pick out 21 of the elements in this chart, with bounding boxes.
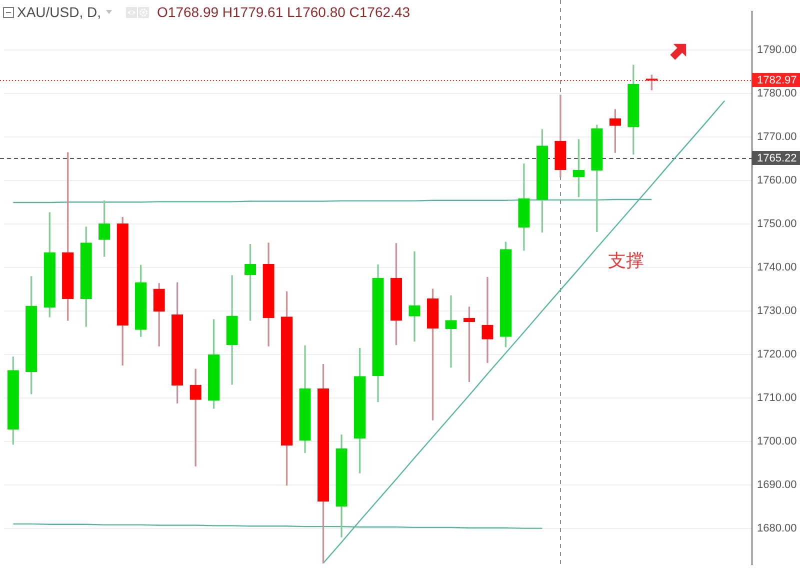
candlestick	[408, 251, 420, 342]
y-tick-label: 1720.00	[757, 348, 797, 360]
y-tick-label: 1750.00	[757, 218, 797, 230]
ref-line-label: 1765.22	[757, 152, 797, 165]
y-tick-label: 1780.00	[757, 87, 797, 100]
y-tick-label: 1740.00	[757, 261, 797, 274]
y-tick-label: 1690.00	[757, 478, 797, 491]
y-tick-label: 1700.00	[757, 435, 797, 448]
annotation: 支撑	[608, 250, 644, 272]
candlestick	[482, 277, 494, 363]
y-tick-label: 1770.00	[757, 130, 797, 143]
candlestick	[445, 295, 457, 368]
chart-subtitle: O1768.99 H1779.61 L1760.80 C1762.43	[157, 4, 410, 20]
ref-line-label: 1782.97	[757, 74, 797, 87]
y-tick-label: 1680.00	[757, 522, 797, 534]
candlestick	[190, 368, 202, 466]
chart-title: XAU/USD, D,	[17, 4, 102, 20]
y-tick-label: 1730.00	[757, 304, 797, 317]
y-tick-label: 1790.00	[757, 44, 797, 56]
y-tick-label: 1760.00	[757, 174, 797, 186]
y-tick-label: 1710.00	[757, 392, 797, 404]
